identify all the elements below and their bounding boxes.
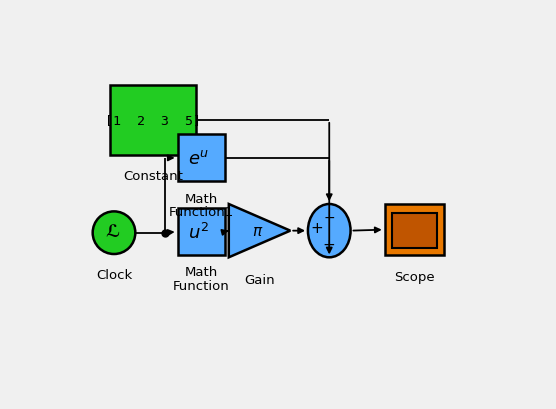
Text: Gain: Gain [244,273,275,286]
FancyBboxPatch shape [177,135,225,182]
Text: $e^u$: $e^u$ [188,150,209,167]
FancyBboxPatch shape [110,86,196,155]
Text: Constant: Constant [123,170,183,183]
Text: Math: Math [185,192,218,205]
Text: −: − [324,210,335,224]
Circle shape [93,212,135,254]
FancyBboxPatch shape [392,213,436,248]
Polygon shape [229,204,290,258]
Text: $u^2$: $u^2$ [188,222,209,242]
Text: ℒ: ℒ [105,223,120,241]
Text: Function: Function [173,279,230,292]
FancyBboxPatch shape [385,204,444,256]
Text: +: + [310,221,323,236]
Ellipse shape [308,204,351,258]
FancyBboxPatch shape [177,209,225,256]
Text: $\pi$: $\pi$ [252,224,263,238]
Text: Clock: Clock [96,269,132,282]
Text: +: + [323,238,336,252]
Text: Math: Math [185,266,218,279]
Text: Scope: Scope [394,270,435,283]
Text: [1  2  3  5]: [1 2 3 5] [105,114,201,127]
Text: Function1: Function1 [168,205,234,218]
